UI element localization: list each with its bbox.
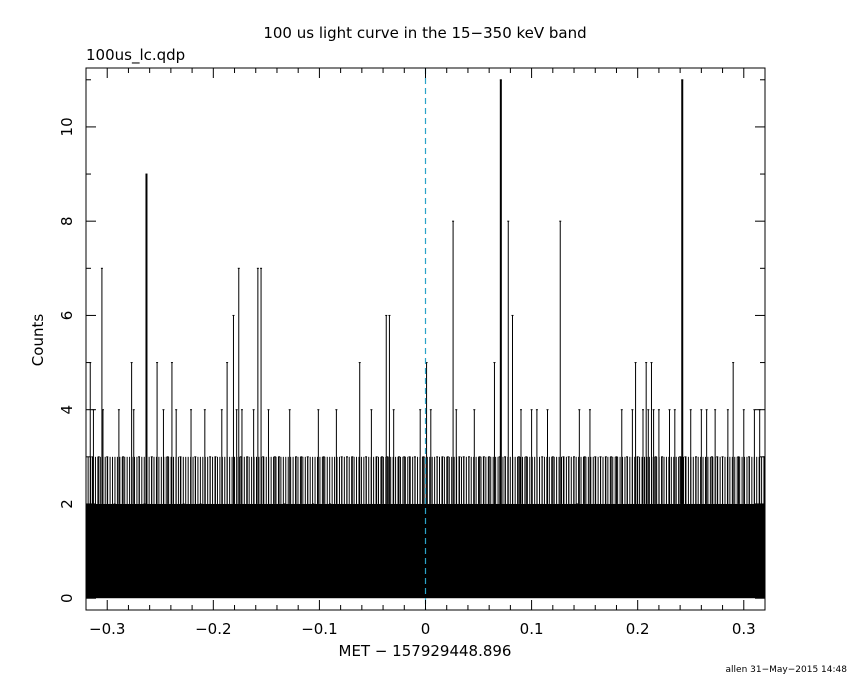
y-tick-label: 4 [58, 405, 76, 415]
x-tick-label: 0 [421, 620, 431, 638]
x-tick-label: −0.3 [89, 620, 125, 638]
chart-title: 100 us light curve in the 15−350 keV ban… [263, 24, 586, 42]
y-tick-label: 6 [58, 311, 76, 321]
file-label: 100us_lc.qdp [86, 46, 185, 65]
x-tick-label: 0.1 [520, 620, 544, 638]
y-tick-label: 2 [58, 499, 76, 509]
y-tick-label: 10 [58, 117, 76, 136]
x-axis: −0.3 −0.2 −0.1 0 0.1 0.2 0.3 [85, 68, 766, 638]
x-axis-label: MET − 157929448.896 [339, 642, 512, 660]
y-tick-label: 8 [58, 216, 76, 226]
y-tick-label: 0 [58, 593, 76, 603]
footer-stamp: allen 31−May−2015 14:48 [726, 665, 848, 675]
y-axis: 0 2 4 6 8 10 [58, 79, 765, 603]
y-axis-label: Counts [29, 314, 47, 367]
x-tick-label: −0.1 [301, 620, 337, 638]
x-tick-label: 0.2 [626, 620, 650, 638]
x-tick-label: 0.3 [732, 620, 756, 638]
x-tick-label: −0.2 [195, 620, 231, 638]
